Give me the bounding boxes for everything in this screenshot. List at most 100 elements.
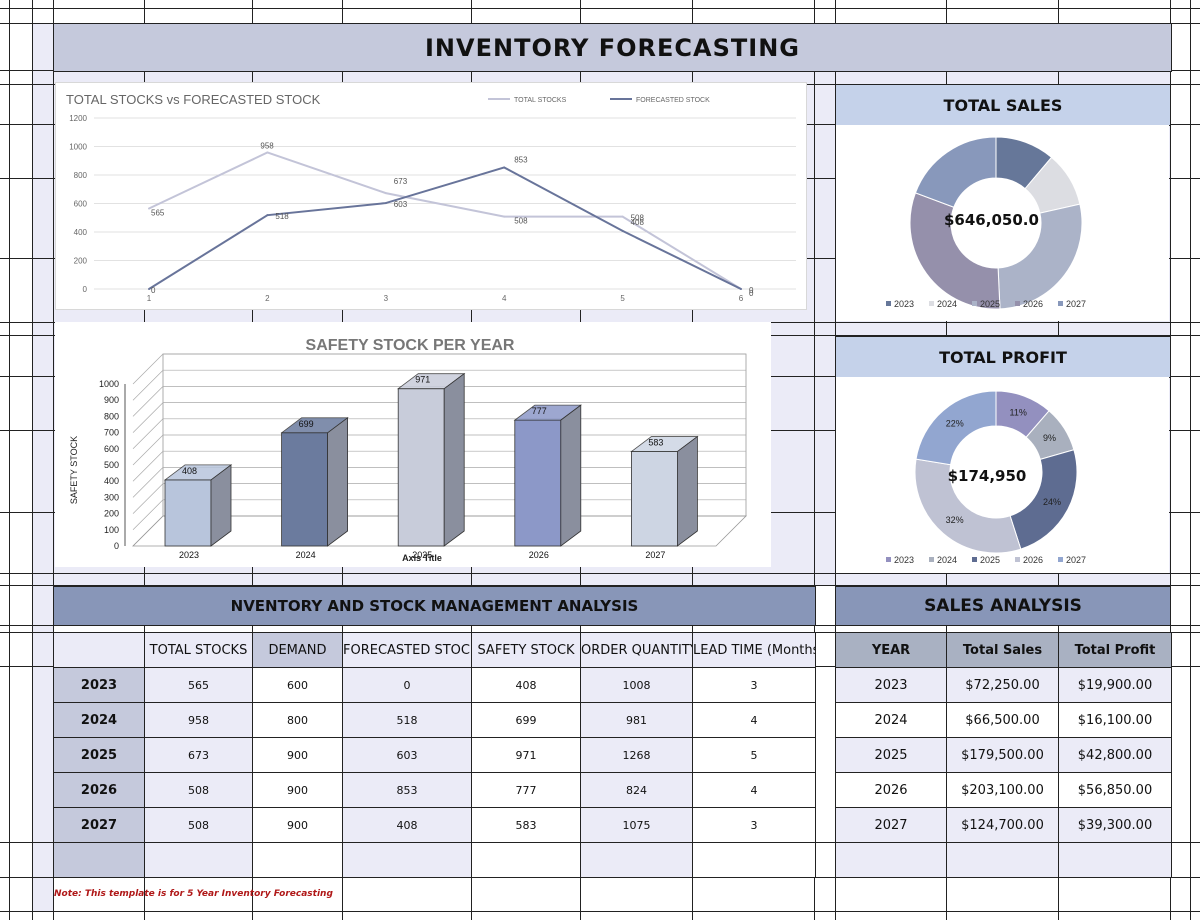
x-tick-label: 2026 [529,550,549,560]
table-cell[interactable]: 777 [471,772,581,808]
table-cell[interactable]: 508 [144,807,253,843]
inventory-col-header[interactable]: SAFETY STOCK [471,632,581,668]
total-profit-panel[interactable]: 11% 9% 24% 32% 22% 2023 2024 2025 2026 2027 $174,… [836,377,1169,573]
x-tick-label: 4 [502,294,507,303]
table-cell[interactable]: 583 [471,807,581,843]
row-year-label[interactable]: 2025 [53,737,145,773]
table-cell[interactable]: 981 [580,702,693,738]
table-cell[interactable]: 3 [692,667,816,703]
table-cell[interactable]: 800 [252,702,343,738]
total-sales-panel[interactable]: 2023 2024 2025 2026 2027 $646,050.0 [836,125,1169,321]
table-cell-empty[interactable] [946,842,1059,878]
table-cell[interactable]: 699 [471,702,581,738]
inventory-table: TOTAL STOCKS DEMAND FORECASTED STOCK SAF… [53,632,816,878]
data-label: 508 [514,217,528,226]
table-row: 2025 $179,500.00 $42,800.00 [835,737,1172,773]
table-cell[interactable]: 518 [342,702,472,738]
table-cell[interactable]: 4 [692,702,816,738]
table-cell-empty[interactable] [53,842,145,878]
table-cell[interactable]: 5 [692,737,816,773]
bar-side [443,372,465,547]
table-cell-empty[interactable] [144,842,253,878]
line-chart: TOTAL STOCKS vs FORECASTED STOCK TOTAL S… [66,92,796,303]
data-label: 518 [275,212,289,221]
table-cell[interactable]: 853 [342,772,472,808]
table-cell[interactable]: 603 [342,737,472,773]
data-point [384,202,387,205]
table-cell[interactable]: 508 [144,772,253,808]
table-row: 2026 508 900 853 777 824 4 [53,772,816,808]
sales-value-cell[interactable]: $179,500.00 [946,737,1059,773]
table-cell[interactable]: 958 [144,702,253,738]
table-cell[interactable]: 971 [471,737,581,773]
table-cell-empty[interactable] [342,842,472,878]
inventory-col-header[interactable]: DEMAND [252,632,343,668]
sales-col-header[interactable]: Total Sales [946,632,1059,668]
table-cell[interactable]: 1268 [580,737,693,773]
legend-label: 2024 [937,299,957,309]
y-tick-label: 0 [83,285,88,294]
row-year-label[interactable]: 2026 [53,772,145,808]
table-cell[interactable]: 673 [144,737,253,773]
table-cell-empty[interactable] [1058,842,1172,878]
sales-col-header[interactable]: YEAR [835,632,947,668]
table-cell[interactable]: 565 [144,667,253,703]
table-cell[interactable]: 600 [252,667,343,703]
bar-chart: SAFETY STOCK PER YEAR SAFETY STOCK 0 100 2… [69,337,747,563]
table-cell[interactable]: 1008 [580,667,693,703]
y-tick-label: 500 [104,460,119,470]
sales-value-cell[interactable]: $39,300.00 [1058,807,1172,843]
sales-year-cell[interactable]: 2026 [835,772,947,808]
table-row-empty [835,842,1172,878]
table-cell-empty[interactable] [580,842,693,878]
sales-year-cell[interactable]: 2025 [835,737,947,773]
table-cell[interactable]: 4 [692,772,816,808]
x-tick-label: 2025 [412,550,432,560]
table-cell-empty[interactable] [835,842,947,878]
table-cell-empty[interactable] [692,842,816,878]
table-cell[interactable]: 408 [342,807,472,843]
sales-value-cell[interactable]: $42,800.00 [1058,737,1172,773]
table-cell-empty[interactable] [471,842,581,878]
sales-value-cell[interactable]: $72,250.00 [946,667,1059,703]
bar-front [514,419,562,547]
sales-value-cell[interactable]: $19,900.00 [1058,667,1172,703]
sales-value-cell[interactable]: $16,100.00 [1058,702,1172,738]
legend-label: FORECASTED STOCK [636,97,710,104]
table-cell[interactable]: 1075 [580,807,693,843]
donut-hole [950,426,1042,518]
table-cell[interactable]: 408 [471,667,581,703]
table-cell[interactable]: 824 [580,772,693,808]
legend-label: 2027 [1066,555,1086,565]
inventory-col-header[interactable]: FORECASTED STOCK [342,632,472,668]
inventory-col-header[interactable]: ORDER QUANTITY [580,632,693,668]
total-profit-header: TOTAL PROFIT [835,336,1171,378]
table-cell[interactable]: 900 [252,772,343,808]
legend-label: 2026 [1023,299,1043,309]
data-label: 699 [299,419,314,429]
table-cell[interactable]: 900 [252,807,343,843]
table-cell[interactable]: 900 [252,737,343,773]
row-year-label[interactable]: 2024 [53,702,145,738]
row-year-label[interactable]: 2027 [53,807,145,843]
sales-section-header: SALES ANALYSIS [835,586,1171,626]
inventory-col-header[interactable]: TOTAL STOCKS [144,632,253,668]
bar-chart-panel[interactable]: SAFETY STOCK PER YEAR SAFETY STOCK 0 100 2… [55,322,771,567]
sales-value-cell[interactable]: $124,700.00 [946,807,1059,843]
sales-year-cell[interactable]: 2027 [835,807,947,843]
row-year-label[interactable]: 2023 [53,667,145,703]
inventory-col-header[interactable]: LEAD TIME (Months) [692,632,816,668]
sales-value-cell[interactable]: $203,100.00 [946,772,1059,808]
sales-year-cell[interactable]: 2024 [835,702,947,738]
table-cell[interactable]: 0 [342,667,472,703]
table-cell[interactable]: 3 [692,807,816,843]
sales-section-title: SALES ANALYSIS [924,596,1082,616]
sales-year-cell[interactable]: 2023 [835,667,947,703]
table-cell-empty[interactable] [252,842,343,878]
sales-col-header[interactable]: Total Profit [1058,632,1172,668]
line-chart-panel[interactable]: TOTAL STOCKS vs FORECASTED STOCK TOTAL S… [55,82,807,310]
bar-side [560,404,582,547]
sales-value-cell[interactable]: $56,850.00 [1058,772,1172,808]
y-tick-label: 200 [104,509,119,519]
sales-value-cell[interactable]: $66,500.00 [946,702,1059,738]
